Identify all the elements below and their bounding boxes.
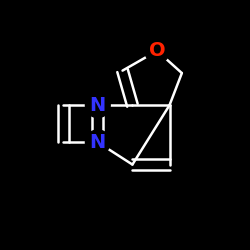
Circle shape	[86, 130, 110, 155]
Text: N: N	[90, 96, 106, 115]
Text: N: N	[90, 133, 106, 152]
Circle shape	[86, 93, 110, 118]
Text: O: O	[149, 41, 166, 60]
Circle shape	[145, 38, 170, 63]
